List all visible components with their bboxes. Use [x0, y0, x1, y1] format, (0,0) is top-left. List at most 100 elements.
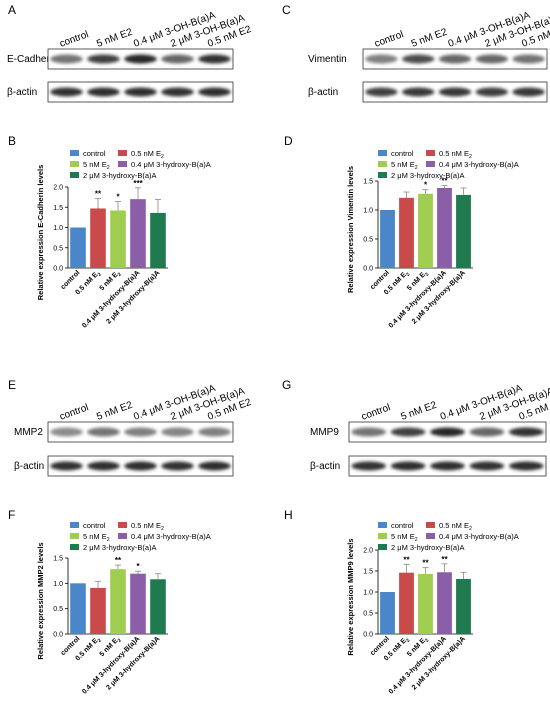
legend-swatch: [118, 533, 127, 539]
blot-band: [351, 427, 387, 437]
legend-entry: 0.5 nM E2: [131, 521, 164, 532]
bar: [399, 197, 414, 268]
panel-letter: A: [8, 3, 16, 17]
blot-band: [50, 461, 83, 471]
blot-band: [508, 461, 544, 471]
y-tick-label: 0.0: [363, 632, 373, 639]
legend-entry: control: [391, 149, 414, 158]
significance-marker: **: [115, 556, 122, 565]
bar: [380, 210, 395, 268]
lane-label: control: [58, 29, 90, 50]
panel-letter: C: [282, 3, 291, 17]
panel-letter: H: [284, 508, 293, 522]
bar: [130, 573, 146, 634]
bar: [399, 572, 414, 634]
blot-band: [87, 461, 120, 471]
panel-letter: E: [8, 378, 16, 392]
legend-entry: 2 μM 3-hydroxy-B(a)A: [83, 543, 157, 552]
legend-swatch: [70, 544, 79, 550]
y-tick-label: 0.5: [363, 611, 373, 618]
bar: [418, 573, 433, 634]
legend-swatch: [70, 161, 79, 167]
blot-row: MMP2: [14, 421, 234, 443]
blot-band: [50, 427, 83, 437]
blot-band: [124, 87, 157, 97]
blot-row: MMP9: [310, 421, 547, 443]
legend-swatch: [70, 522, 79, 528]
blot-row-label: β-actin: [14, 461, 44, 472]
blot-row-label: β-actin: [308, 87, 338, 98]
bar: [110, 210, 126, 268]
bar: [456, 194, 471, 268]
bar: [70, 227, 86, 268]
blot-band: [469, 427, 505, 437]
bar: [150, 579, 166, 634]
significance-marker: **: [422, 559, 429, 568]
legend-entry: 2 μM 3-hydroxy-B(a)A: [391, 543, 465, 552]
blot-band: [124, 427, 157, 437]
legend-swatch: [378, 150, 387, 156]
significance-marker: *: [424, 181, 428, 190]
legend-entry: 0.4 μM 3-hydroxy-B(a)A: [439, 160, 519, 169]
bar: [110, 569, 126, 634]
blot-row: β-actin: [7, 81, 234, 103]
significance-marker: **: [403, 555, 410, 564]
y-axis-label: Relative expression Vimentin levels: [346, 166, 355, 293]
blot-band: [365, 87, 398, 97]
legend-swatch: [118, 150, 127, 156]
panel-letter: D: [284, 134, 293, 148]
blot-band: [124, 461, 157, 471]
y-tick-label: 0.0: [53, 632, 63, 639]
panel-letter: F: [8, 508, 15, 522]
blot-band: [161, 461, 194, 471]
panel-letter: G: [282, 378, 291, 392]
blot-band: [430, 427, 465, 437]
y-tick-label: 0.5: [53, 245, 63, 252]
blot-row: β-actin: [310, 455, 547, 477]
y-tick-label: 1.0: [363, 208, 373, 215]
legend-swatch: [118, 522, 127, 528]
y-tick-label: 1.0: [363, 590, 373, 597]
legend-swatch: [426, 522, 435, 528]
blot-band: [50, 87, 83, 97]
bar: [380, 592, 395, 634]
y-tick-label: 0.5: [53, 606, 63, 613]
y-tick-label: 2.0: [53, 185, 63, 192]
y-tick-label: 1.0: [53, 225, 63, 232]
blot-band: [469, 461, 505, 471]
bar: [437, 187, 452, 268]
legend-swatch: [426, 150, 435, 156]
blot-band: [390, 461, 426, 471]
y-tick-label: 1.0: [53, 581, 63, 588]
legend-entry: control: [83, 521, 106, 530]
blot-band: [198, 87, 231, 97]
legend-swatch: [378, 161, 387, 167]
blot-band: [390, 427, 426, 437]
legend-entry: 0.5 nM E2: [439, 149, 472, 160]
y-tick-label: 1.5: [53, 205, 63, 212]
legend-swatch: [70, 150, 79, 156]
lane-label: 5 nM E2: [95, 27, 134, 50]
legend: control 0.5 nM E2 5 nM E2 0.4 μM 3-hydroxy-…: [378, 149, 519, 180]
legend: control 0.5 nM E2 5 nM E2 0.4 μM 3-hydroxy-…: [70, 149, 211, 180]
blot-row-label: β-actin: [7, 87, 37, 98]
blot-band: [198, 54, 231, 64]
legend: control 0.5 nM E2 5 nM E2 0.4 μM 3-hydroxy-…: [70, 521, 211, 552]
lane-label: 5 nM E2: [410, 27, 449, 50]
y-axis-label: Relative expression E-Cadherin levels: [36, 165, 45, 300]
blot-row-label: E-Cadherin: [7, 54, 58, 65]
y-tick-label: 1.5: [363, 179, 373, 186]
legend: control 0.5 nM E2 5 nM E2 0.4 μM 3-hydroxy-…: [378, 521, 519, 552]
lane-label: control: [360, 402, 392, 423]
blot-band: [512, 54, 545, 64]
bar: [130, 199, 146, 268]
y-axis-label: Relative expression MMP9 levels: [346, 538, 355, 655]
legend-swatch: [426, 161, 435, 167]
blot-band: [87, 87, 120, 97]
